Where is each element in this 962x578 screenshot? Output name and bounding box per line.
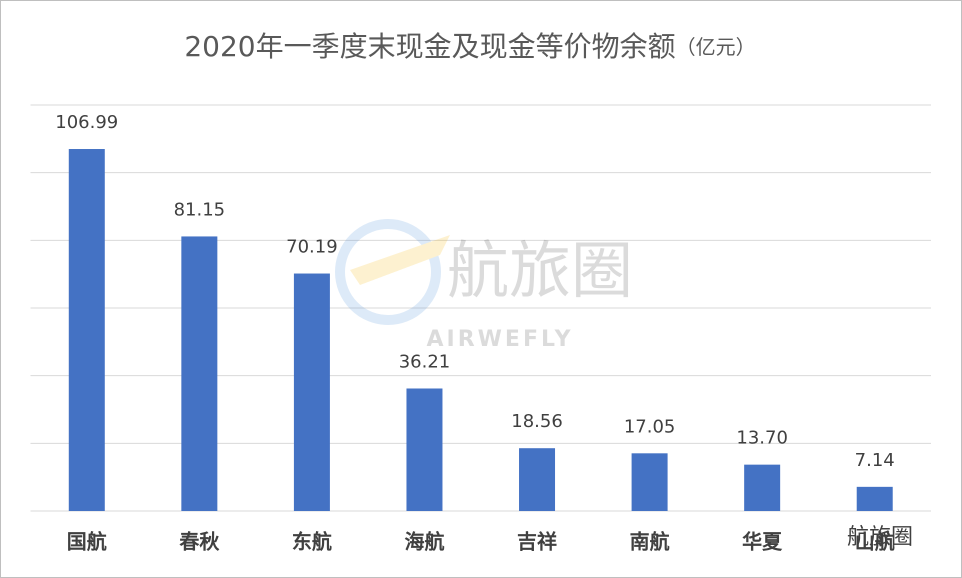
chart-title: 2020年一季度末现金及现金等价物余额（亿元） — [184, 30, 755, 63]
watermark-logo — [335, 219, 441, 325]
value-label: 18.56 — [511, 411, 563, 432]
value-label: 13.70 — [736, 428, 788, 449]
bar — [519, 448, 556, 511]
value-label: 36.21 — [399, 351, 451, 372]
value-label: 81.15 — [174, 199, 226, 220]
value-label: 106.99 — [55, 112, 118, 133]
x-tick-label: 南航 — [630, 530, 670, 554]
watermark-subtext: AIRWEFLY — [427, 327, 574, 352]
watermark-text: 航旅圈 — [447, 234, 633, 307]
value-label: 7.14 — [855, 450, 895, 471]
bar — [181, 236, 218, 511]
bar — [631, 453, 668, 511]
x-tick-label: 华夏 — [742, 530, 783, 554]
bar — [856, 486, 893, 511]
x-tick-label: 春秋 — [178, 530, 220, 554]
x-tick-label: 山航 — [855, 530, 895, 554]
footer-logo: 航旅圈 — [847, 525, 913, 550]
x-tick-label: 吉祥 — [517, 530, 557, 554]
value-label: 17.05 — [624, 416, 676, 437]
x-tick-label: 东航 — [292, 530, 332, 554]
bar — [406, 388, 443, 511]
bar — [744, 464, 781, 511]
x-tick-label: 海航 — [404, 530, 444, 554]
watermark-plane — [350, 235, 450, 285]
bar — [68, 149, 105, 512]
x-tick-label: 国航 — [67, 530, 107, 554]
bar — [293, 273, 330, 511]
watermark: 航旅圈 AIRWEFLY — [335, 219, 633, 352]
value-label: 70.19 — [286, 237, 338, 258]
